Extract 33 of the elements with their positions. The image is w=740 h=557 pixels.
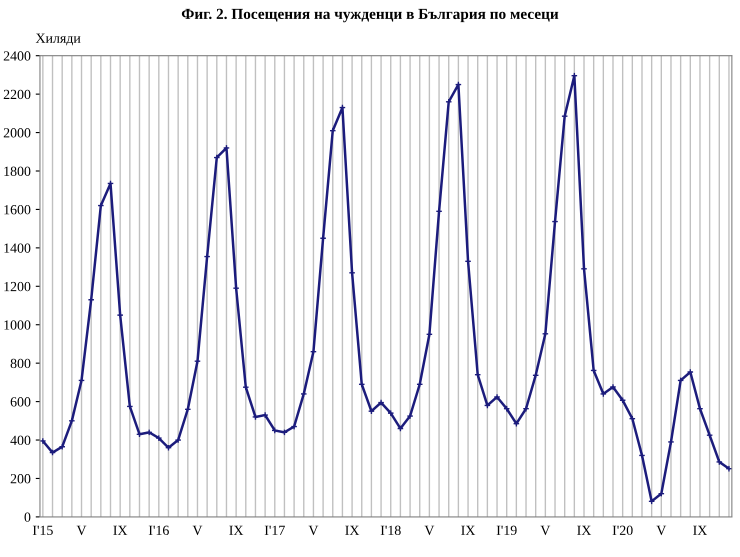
- y-tick-label: 1200: [4, 282, 30, 292]
- y-tick-label: 0: [24, 512, 30, 522]
- y-tick-label: 800: [10, 358, 30, 368]
- x-tick-label: IX: [113, 526, 128, 535]
- x-tick-label: I'16: [148, 526, 169, 536]
- y-tick-label: 600: [10, 397, 30, 407]
- y-tick-label: 1000: [4, 320, 30, 330]
- x-tick-label: V: [76, 526, 86, 536]
- y-tick-label: 2000: [4, 128, 30, 138]
- y-tick-label: 400: [10, 436, 30, 445]
- y-tick-label: 1600: [4, 205, 30, 214]
- y-tick-label: 1800: [4, 166, 30, 176]
- x-tick-label: V: [656, 526, 666, 536]
- y-tick-label: 200: [10, 474, 30, 484]
- x-tick-label: IX: [693, 526, 708, 535]
- x-tick-label: V: [192, 526, 202, 536]
- x-tick-label: V: [308, 526, 318, 536]
- x-tick-label: I'15: [32, 526, 53, 536]
- x-tick-label: IX: [345, 526, 360, 535]
- y-tick-label: 1400: [4, 243, 30, 253]
- x-tick-label: IX: [577, 526, 592, 535]
- y-tick-label: 2200: [4, 90, 30, 100]
- x-tick-label: IX: [461, 526, 476, 535]
- y-tick-label: 2400: [4, 51, 30, 61]
- x-tick-label: I'20: [612, 526, 633, 536]
- x-tick-label: V: [424, 526, 434, 536]
- y-axis-title: Хиляди: [36, 34, 80, 46]
- chart-title: Фиг. 2. Посещения на чужденци в България по месеци: [182, 8, 558, 22]
- x-tick-label: V: [540, 526, 550, 536]
- x-tick-label: I'18: [380, 526, 401, 536]
- x-tick-label: IX: [229, 526, 244, 535]
- x-tick-label: I'17: [264, 526, 285, 535]
- x-tick-label: I'19: [496, 526, 517, 536]
